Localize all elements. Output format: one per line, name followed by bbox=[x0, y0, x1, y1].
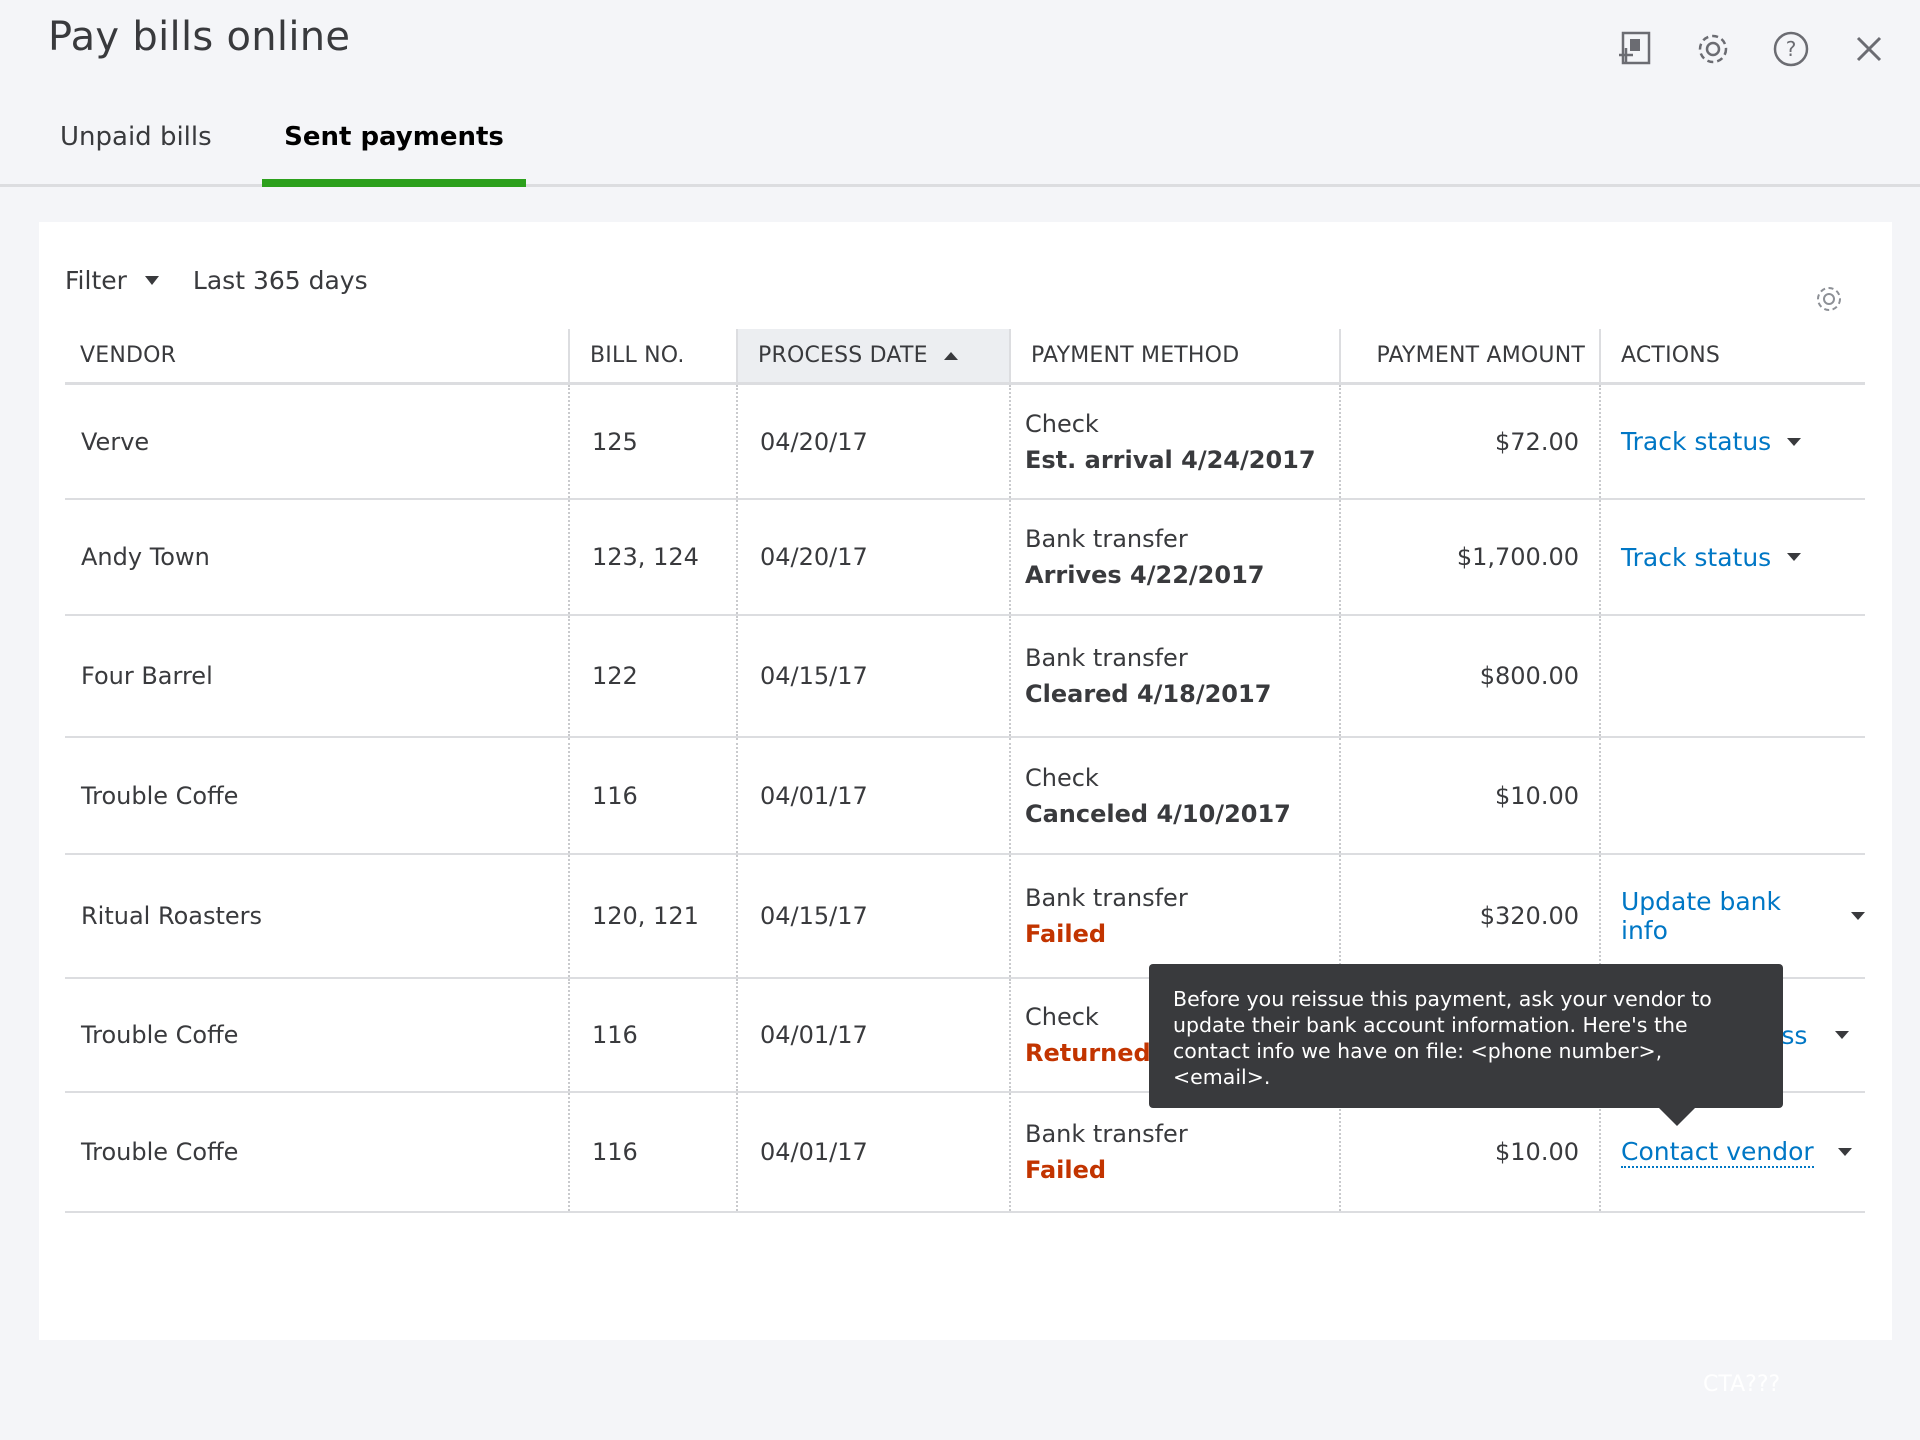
payment-method-type: Check bbox=[1025, 409, 1099, 438]
table-row: Four Barrel 122 04/15/17 Bank transfer Cl… bbox=[65, 616, 1865, 738]
process-date-cell: 04/15/17 bbox=[738, 616, 1011, 736]
contact-vendor-button[interactable]: Contact vendor bbox=[1621, 1137, 1852, 1168]
column-header-vendor[interactable]: VENDOR bbox=[65, 329, 570, 382]
header: Pay bills online ? Unpaid bills Sent pay… bbox=[0, 0, 1920, 187]
payment-status: Failed bbox=[1025, 920, 1107, 948]
bill-no-cell: 116 bbox=[570, 738, 738, 853]
page-title: Pay bills online bbox=[48, 14, 351, 60]
actions-cell: Update bank info bbox=[1601, 855, 1865, 977]
table-row: Trouble Coffe 116 04/01/17 Bank transfer… bbox=[65, 1093, 1865, 1213]
payment-status: Returned bbox=[1025, 1039, 1151, 1067]
track-status-button[interactable]: Track status bbox=[1621, 543, 1802, 572]
tab-bar: Unpaid bills Sent payments bbox=[0, 108, 1920, 187]
chevron-down-icon[interactable] bbox=[1851, 912, 1865, 920]
table-row: Ritual Roasters 120, 121 04/15/17 Bank t… bbox=[65, 855, 1865, 979]
vendor-cell: Ritual Roasters bbox=[65, 855, 570, 977]
track-status-button[interactable]: Track status bbox=[1621, 427, 1802, 456]
vendor-cell: Andy Town bbox=[65, 500, 570, 614]
table-row: Verve 125 04/20/17 Check Est. arrival 4/2… bbox=[65, 385, 1865, 500]
bill-no-cell: 123, 124 bbox=[570, 500, 738, 614]
filter-dropdown[interactable]: Filter bbox=[65, 266, 159, 295]
actions-cell: Track status bbox=[1601, 500, 1865, 614]
column-header-actions: ACTIONS bbox=[1621, 343, 1721, 368]
process-date-cell: 04/01/17 bbox=[738, 1093, 1011, 1211]
gear-icon[interactable] bbox=[1690, 26, 1736, 72]
column-header-process-date[interactable]: PROCESS DATE bbox=[738, 329, 1011, 382]
vendor-cell: Verve bbox=[65, 385, 570, 498]
payment-method-cell: Bank transfer Arrives 4/22/2017 bbox=[1011, 500, 1341, 614]
payment-method-type: Check bbox=[1025, 1003, 1099, 1031]
svg-text:?: ? bbox=[1786, 37, 1797, 61]
column-header-bill-no[interactable]: BILL NO. bbox=[570, 329, 738, 382]
chevron-down-icon[interactable] bbox=[1837, 1148, 1852, 1156]
process-date-cell: 04/01/17 bbox=[738, 738, 1011, 853]
vendor-cell: Trouble Coffe bbox=[65, 979, 570, 1091]
export-icon[interactable] bbox=[1612, 26, 1658, 72]
help-icon[interactable]: ? bbox=[1768, 26, 1814, 72]
update-bank-info-button[interactable]: Update bank info bbox=[1621, 887, 1865, 945]
payments-card: Filter Last 365 days VENDOR BILL NO. PRO… bbox=[39, 222, 1892, 1340]
filter-value: Last 365 days bbox=[192, 266, 368, 295]
actions-cell bbox=[1601, 616, 1865, 736]
payment-method-type: Bank transfer bbox=[1025, 525, 1188, 553]
sort-ascending-icon bbox=[943, 352, 958, 360]
payment-method-cell: Bank transfer Cleared 4/18/2017 bbox=[1011, 616, 1341, 736]
actions-cell: Contact vendor bbox=[1601, 1093, 1865, 1211]
payment-amount-cell: $10.00 bbox=[1341, 738, 1601, 853]
payment-status: Est. arrival 4/24/2017 bbox=[1025, 445, 1316, 474]
payment-status: Failed bbox=[1025, 1156, 1107, 1184]
tab-unpaid-bills[interactable]: Unpaid bills bbox=[60, 122, 212, 152]
payment-method-type: Bank transfer bbox=[1025, 644, 1188, 672]
payment-amount-cell: $800.00 bbox=[1341, 616, 1601, 736]
process-date-cell: 04/20/17 bbox=[738, 385, 1011, 498]
column-header-payment-amount[interactable]: PAYMENT AMOUNT bbox=[1341, 329, 1601, 382]
process-date-cell: 04/01/17 bbox=[738, 979, 1011, 1091]
vendor-cell: Four Barrel bbox=[65, 616, 570, 736]
chevron-down-icon[interactable] bbox=[1835, 1031, 1850, 1039]
cta-placeholder: CTA??? bbox=[1703, 1372, 1781, 1397]
bill-no-cell: 122 bbox=[570, 616, 738, 736]
payment-amount-cell: $320.00 bbox=[1341, 855, 1601, 977]
payment-method-cell: Check Est. arrival 4/24/2017 bbox=[1011, 385, 1341, 498]
actions-cell: Track status bbox=[1601, 385, 1865, 498]
filter-bar: Filter Last 365 days bbox=[65, 266, 368, 295]
payment-amount-cell: $10.00 bbox=[1341, 1093, 1601, 1211]
table-row: Trouble Coffe 116 04/01/17 Check Returned… bbox=[65, 979, 1865, 1093]
payment-method-cell: Bank transfer Failed bbox=[1011, 855, 1341, 977]
payment-amount-cell: $72.00 bbox=[1341, 385, 1601, 498]
table-row: Trouble Coffe 116 04/01/17 Check Canceled… bbox=[65, 738, 1865, 855]
payment-status: Arrives 4/22/2017 bbox=[1025, 561, 1265, 589]
table-header: VENDOR BILL NO. PROCESS DATE PAYMENT MET… bbox=[65, 329, 1865, 385]
payment-amount-cell: $1,700.00 bbox=[1341, 500, 1601, 614]
tab-sent-payments[interactable]: Sent payments bbox=[262, 108, 526, 187]
process-date-cell: 04/20/17 bbox=[738, 500, 1011, 614]
payment-status: Canceled 4/10/2017 bbox=[1025, 799, 1291, 828]
chevron-down-icon[interactable] bbox=[1787, 437, 1802, 446]
table-row: Andy Town 123, 124 04/20/17 Bank transfe… bbox=[65, 500, 1865, 616]
bill-no-cell: 120, 121 bbox=[570, 855, 738, 977]
vendor-cell: Trouble Coffe bbox=[65, 738, 570, 853]
payment-method-type: Check bbox=[1025, 763, 1099, 792]
table-settings-gear-icon[interactable] bbox=[1812, 282, 1846, 320]
process-date-cell: 04/15/17 bbox=[738, 855, 1011, 977]
column-header-payment-method[interactable]: PAYMENT METHOD bbox=[1011, 329, 1341, 382]
payment-method-cell: Bank transfer Failed bbox=[1011, 1093, 1341, 1211]
contact-vendor-tooltip: Before you reissue this payment, ask you… bbox=[1149, 964, 1783, 1126]
close-icon[interactable] bbox=[1846, 26, 1892, 72]
chevron-down-icon[interactable] bbox=[1787, 553, 1802, 561]
payment-method-type: Bank transfer bbox=[1025, 884, 1188, 912]
payment-method-cell: Check Canceled 4/10/2017 bbox=[1011, 738, 1341, 853]
payment-status: Cleared 4/18/2017 bbox=[1025, 680, 1272, 708]
bill-no-cell: 125 bbox=[570, 385, 738, 498]
filter-label: Filter bbox=[65, 266, 127, 295]
header-toolbar: ? bbox=[1580, 26, 1892, 72]
bill-no-cell: 116 bbox=[570, 979, 738, 1091]
bill-no-cell: 116 bbox=[570, 1093, 738, 1211]
vendor-cell: Trouble Coffe bbox=[65, 1093, 570, 1211]
actions-cell bbox=[1601, 738, 1865, 853]
chevron-down-icon bbox=[144, 276, 159, 285]
payment-method-type: Bank transfer bbox=[1025, 1120, 1188, 1148]
sent-payments-table: VENDOR BILL NO. PROCESS DATE PAYMENT MET… bbox=[65, 329, 1865, 1213]
